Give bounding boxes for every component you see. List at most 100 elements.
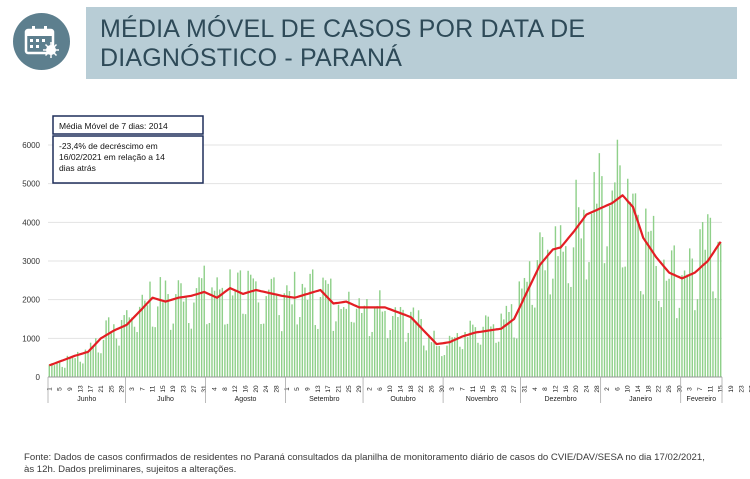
- bar: [490, 326, 492, 377]
- bar: [51, 363, 53, 377]
- month-label: Outubro: [390, 396, 415, 403]
- bar: [531, 304, 533, 377]
- x-tick-label: 7: [139, 387, 146, 391]
- x-tick-label: 18: [408, 385, 415, 393]
- bar: [448, 335, 451, 377]
- bar: [172, 323, 174, 377]
- bar: [474, 327, 477, 377]
- bar: [590, 213, 593, 377]
- bar: [394, 307, 397, 377]
- bar: [317, 328, 319, 377]
- bar: [105, 320, 107, 377]
- bar: [645, 208, 647, 377]
- bar: [107, 317, 110, 377]
- title-line-1: MÉDIA MÓVEL DE CASOS POR DATA DE: [100, 15, 586, 43]
- bar: [133, 326, 136, 377]
- bar: [219, 289, 221, 377]
- bar: [64, 367, 66, 377]
- bar: [513, 337, 515, 377]
- bar: [280, 331, 283, 377]
- annotation-box-1: [52, 115, 204, 135]
- bar: [74, 358, 76, 377]
- bar: [621, 267, 624, 377]
- bar: [97, 352, 100, 377]
- bar: [115, 338, 118, 377]
- bar: [355, 308, 358, 377]
- bar: [231, 295, 234, 377]
- x-tick-label: 6: [614, 387, 621, 391]
- x-tick-label: 7: [697, 387, 704, 391]
- title-line-2: DIAGNÓSTICO - PARANÁ: [100, 44, 403, 72]
- x-tick-label: 11: [470, 385, 477, 392]
- bar: [603, 263, 606, 377]
- bar: [319, 297, 322, 377]
- bar: [237, 272, 239, 377]
- bar: [544, 270, 546, 377]
- x-tick-label: 10: [387, 385, 394, 393]
- bar: [608, 205, 611, 377]
- bar: [701, 222, 704, 377]
- bar: [314, 325, 316, 377]
- bar: [678, 307, 681, 377]
- bar: [242, 313, 244, 377]
- bar: [717, 241, 719, 377]
- source-line-1: Fonte: Dados de casos confirmados de res…: [24, 452, 705, 463]
- bar: [642, 294, 644, 377]
- bar: [634, 193, 637, 377]
- y-tick-label: 0: [36, 373, 41, 382]
- bar: [247, 270, 249, 377]
- bar: [497, 341, 500, 377]
- bar: [402, 309, 404, 377]
- x-tick-label: 5: [294, 387, 301, 391]
- bar: [175, 294, 177, 377]
- x-tick-label: 7: [459, 387, 466, 391]
- bar: [306, 299, 309, 377]
- bar: [580, 238, 582, 377]
- bar: [616, 139, 619, 377]
- bar: [309, 273, 311, 377]
- bar: [296, 324, 298, 377]
- bar: [61, 366, 63, 377]
- x-tick-label: 27: [191, 385, 198, 393]
- annotation-box-2: [52, 135, 204, 184]
- x-tick-label: 4: [532, 387, 539, 391]
- x-tick-label: 11: [150, 385, 157, 392]
- bar: [461, 349, 464, 377]
- bar: [146, 305, 149, 377]
- bar: [709, 217, 712, 377]
- bar: [110, 333, 112, 377]
- bar: [647, 231, 650, 377]
- bar: [206, 324, 208, 377]
- annotation-text-2: -23,4% de decréscimo em: [59, 141, 158, 151]
- bar: [291, 304, 293, 377]
- bar: [515, 338, 518, 377]
- bar: [673, 245, 675, 377]
- x-tick-label: 13: [315, 385, 322, 393]
- bar: [665, 280, 668, 377]
- bar: [92, 347, 94, 377]
- bar: [89, 342, 92, 377]
- bar: [162, 302, 164, 377]
- bar: [200, 278, 203, 377]
- bar: [570, 286, 572, 377]
- x-tick-label: 4: [212, 387, 219, 391]
- bar: [583, 209, 585, 377]
- x-tick-label: 9: [305, 387, 312, 391]
- bar: [136, 332, 138, 377]
- bar: [624, 266, 626, 377]
- x-tick-label: 16: [243, 385, 250, 393]
- bar: [76, 351, 79, 377]
- bar: [466, 337, 469, 377]
- bar: [521, 288, 523, 377]
- bar: [123, 315, 125, 377]
- bar: [425, 350, 428, 377]
- bar: [575, 179, 577, 377]
- x-tick-label: 24: [263, 385, 270, 393]
- bar: [252, 278, 255, 377]
- bar: [337, 304, 340, 377]
- bar: [546, 249, 549, 377]
- bar: [492, 324, 495, 377]
- x-tick-label: 14: [635, 385, 642, 393]
- bar: [410, 311, 412, 377]
- bar: [348, 291, 350, 377]
